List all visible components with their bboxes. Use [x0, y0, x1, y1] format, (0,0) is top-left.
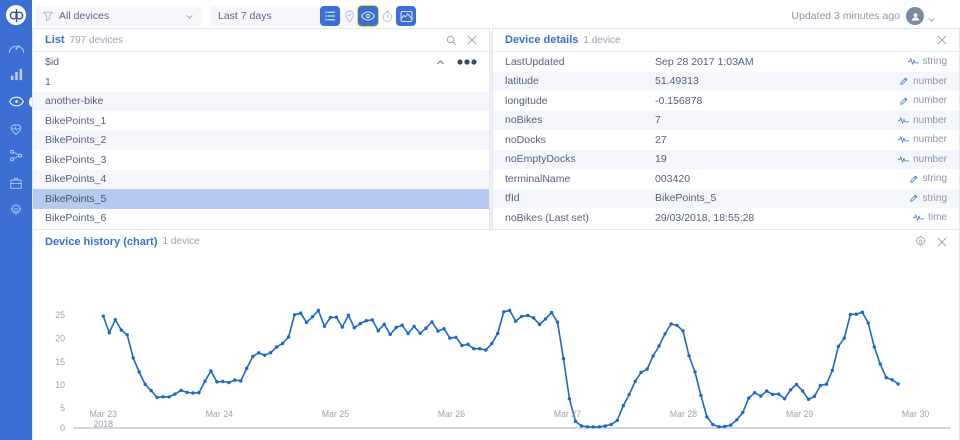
svg-text:Mar 23: Mar 23: [90, 409, 117, 419]
svg-text:25: 25: [55, 310, 65, 320]
svg-text:Mar 24: Mar 24: [206, 409, 233, 419]
svg-text:0: 0: [60, 423, 65, 433]
svg-text:Mar 27: Mar 27: [554, 409, 581, 419]
svg-text:Mar 30: Mar 30: [902, 409, 929, 419]
svg-text:5: 5: [60, 403, 65, 413]
svg-text:10: 10: [55, 380, 65, 390]
svg-text:Mar 29: Mar 29: [786, 409, 813, 419]
svg-text:Mar 26: Mar 26: [438, 409, 465, 419]
svg-text:Mar 25: Mar 25: [322, 409, 349, 419]
svg-text:2018: 2018: [94, 419, 114, 429]
svg-text:Mar 28: Mar 28: [670, 409, 697, 419]
svg-text:15: 15: [55, 357, 65, 367]
svg-text:20: 20: [55, 334, 65, 344]
